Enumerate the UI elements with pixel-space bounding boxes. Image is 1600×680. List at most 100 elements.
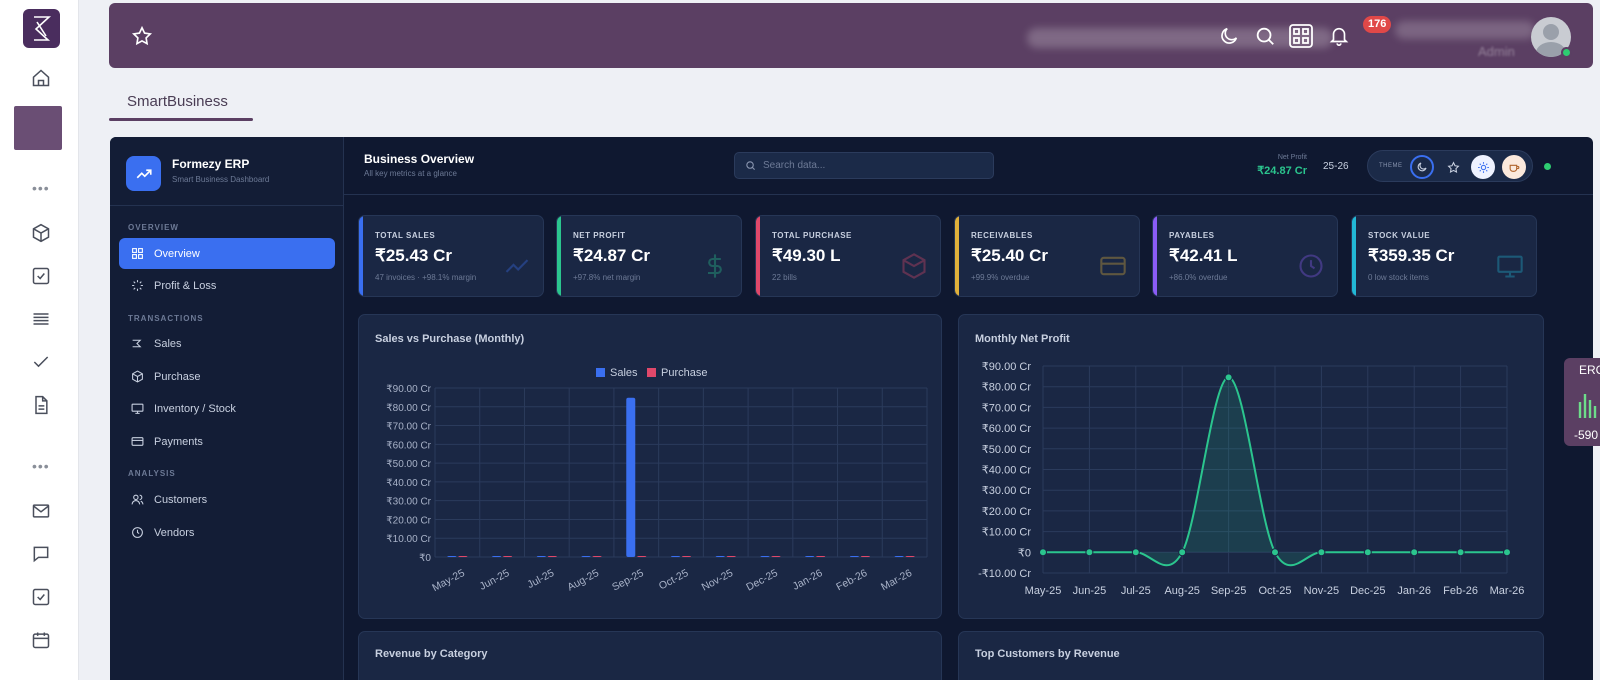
sidebar-item-inventory[interactable]: Inventory / Stock <box>119 393 335 424</box>
card-value: ₹25.43 Cr <box>375 246 452 265</box>
y-tick-label: ₹70.00 Cr <box>982 402 1032 414</box>
calendar-icon[interactable] <box>29 628 53 652</box>
page-subtitle: All key metrics at a glance <box>364 169 457 178</box>
bell-icon[interactable] <box>1326 23 1352 49</box>
active-module-block[interactable] <box>14 106 62 150</box>
card-value: ₹24.87 Cr <box>573 246 650 265</box>
data-point <box>1410 548 1419 557</box>
kpi-card-stock-value[interactable]: STOCK VALUE ₹359.35 Cr 0 low stock items <box>1351 215 1537 297</box>
card-label: TOTAL PURCHASE <box>772 231 852 240</box>
x-tick-label: Dec-25 <box>744 567 780 594</box>
credit-card-icon <box>1100 256 1126 276</box>
card-subtext: +86.0% overdue <box>1169 273 1228 282</box>
clock-icon <box>129 525 145 541</box>
theme-star-icon[interactable] <box>1441 155 1465 179</box>
list-icon[interactable] <box>29 307 53 331</box>
sidebar-item-overview[interactable]: Overview <box>119 238 335 269</box>
section-overview: OVERVIEW <box>128 223 179 232</box>
trend-icon <box>505 259 529 273</box>
y-tick-label: ₹90.00 Cr <box>982 361 1032 373</box>
star-icon[interactable] <box>129 23 155 49</box>
document-icon[interactable] <box>29 393 53 417</box>
kpi-card-receivables[interactable]: RECEIVABLES ₹25.40 Cr +99.9% overdue <box>954 215 1140 297</box>
app-logo[interactable] <box>23 9 60 48</box>
y-tick-label: ₹10.00 Cr <box>982 527 1032 539</box>
floating-widget[interactable]: ERC -590 <box>1564 358 1600 446</box>
data-point <box>1317 548 1326 557</box>
bar-sales <box>805 556 815 557</box>
y-tick-label: ₹80.00 Cr <box>982 382 1032 394</box>
bar-sales <box>760 556 770 557</box>
search-icon[interactable] <box>1252 23 1278 49</box>
sidebar-item-profit-loss[interactable]: Profit & Loss <box>119 270 335 301</box>
card-subtext: 22 bills <box>772 273 797 282</box>
more-dots-icon-2[interactable]: ••• <box>32 458 50 474</box>
kpi-card-payables[interactable]: PAYABLES ₹42.41 L +86.0% overdue <box>1152 215 1338 297</box>
y-tick-label: ₹50.00 Cr <box>386 459 431 470</box>
data-point <box>1085 548 1094 557</box>
connection-status-dot <box>1544 163 1551 170</box>
package-icon <box>902 253 926 279</box>
home-icon[interactable] <box>29 66 53 90</box>
theme-light-icon[interactable] <box>1471 155 1495 179</box>
sidebar-item-sales[interactable]: Sales <box>119 328 335 359</box>
card-accent <box>756 216 760 296</box>
card-accent <box>955 216 959 296</box>
sidebar-item-customers[interactable]: Customers <box>119 484 335 515</box>
bar-chart-icon <box>1578 394 1597 418</box>
kpi-card-total-sales[interactable]: TOTAL SALES ₹25.43 Cr 47 invoices · +98.… <box>358 215 544 297</box>
theme-switcher: THEME <box>1367 150 1533 182</box>
bar-sales <box>671 556 680 557</box>
kpi-card-net-profit[interactable]: NET PROFIT ₹24.87 Cr +97.8% net margin <box>556 215 742 297</box>
panel-title: Revenue by Category <box>375 648 488 660</box>
legend-label-purchase: Purchase <box>661 367 707 379</box>
fiscal-year-selector[interactable]: 25-26 <box>1323 161 1349 172</box>
theme-dark-icon[interactable] <box>1410 155 1434 179</box>
search-box[interactable] <box>734 152 994 179</box>
kpi-card-total-purchase[interactable]: TOTAL PURCHASE ₹49.30 L 22 bills <box>755 215 941 297</box>
sidebar-item-purchase[interactable]: Purchase <box>119 361 335 392</box>
clock-icon <box>1299 254 1323 278</box>
x-tick-label: Jul-25 <box>1121 585 1151 597</box>
y-tick-label: ₹40.00 Cr <box>386 478 431 489</box>
check-icon[interactable] <box>29 350 53 374</box>
theme-coffee-icon[interactable] <box>1502 155 1526 179</box>
loader-icon <box>129 278 145 294</box>
legend-label-sales: Sales <box>610 367 638 379</box>
tab-smartbusiness[interactable]: SmartBusiness <box>127 93 228 110</box>
users-icon <box>129 492 145 508</box>
card-value: ₹25.40 Cr <box>971 246 1048 265</box>
avatar[interactable] <box>1531 17 1571 57</box>
sidebar-item-vendors[interactable]: Vendors <box>119 517 335 548</box>
chat-icon[interactable] <box>29 542 53 566</box>
credit-card-icon <box>129 434 145 450</box>
y-tick-label: ₹80.00 Cr <box>386 403 431 414</box>
bar-sales <box>849 556 859 557</box>
bar-sales <box>447 556 457 557</box>
x-tick-label: Mar-26 <box>879 567 914 593</box>
app-rail: ••• ••• <box>0 0 79 680</box>
sidebar-item-payments[interactable]: Payments <box>119 426 335 457</box>
bar-purchase <box>592 556 602 557</box>
apps-grid-icon[interactable] <box>1288 23 1314 49</box>
x-tick-label: Aug-25 <box>1164 585 1199 597</box>
section-analysis: ANALYSIS <box>128 469 176 478</box>
sidebar-item-label: Sales <box>154 337 182 350</box>
search-input[interactable] <box>763 160 983 171</box>
box-icon[interactable] <box>29 221 53 245</box>
main-header: Business Overview All key metrics at a g… <box>344 137 1593 195</box>
sales-purchase-panel: Sales vs Purchase (Monthly) Sales Purchas… <box>358 314 942 619</box>
legend-swatch-sales <box>596 368 605 377</box>
checkbox-icon[interactable] <box>29 264 53 288</box>
panel-title: Monthly Net Profit <box>975 333 1070 345</box>
task-icon[interactable] <box>29 585 53 609</box>
card-label: NET PROFIT <box>573 231 626 240</box>
more-dots-icon[interactable]: ••• <box>32 180 50 196</box>
x-tick-label: Feb-26 <box>1443 585 1478 597</box>
sidebar-item-label: Profit & Loss <box>154 279 217 292</box>
y-tick-label: ₹50.00 Cr <box>982 444 1032 456</box>
dark-mode-icon[interactable] <box>1216 23 1242 49</box>
x-tick-label: May-25 <box>1025 585 1062 597</box>
mail-icon[interactable] <box>29 499 53 523</box>
sidebar-item-label: Payments <box>154 435 203 448</box>
